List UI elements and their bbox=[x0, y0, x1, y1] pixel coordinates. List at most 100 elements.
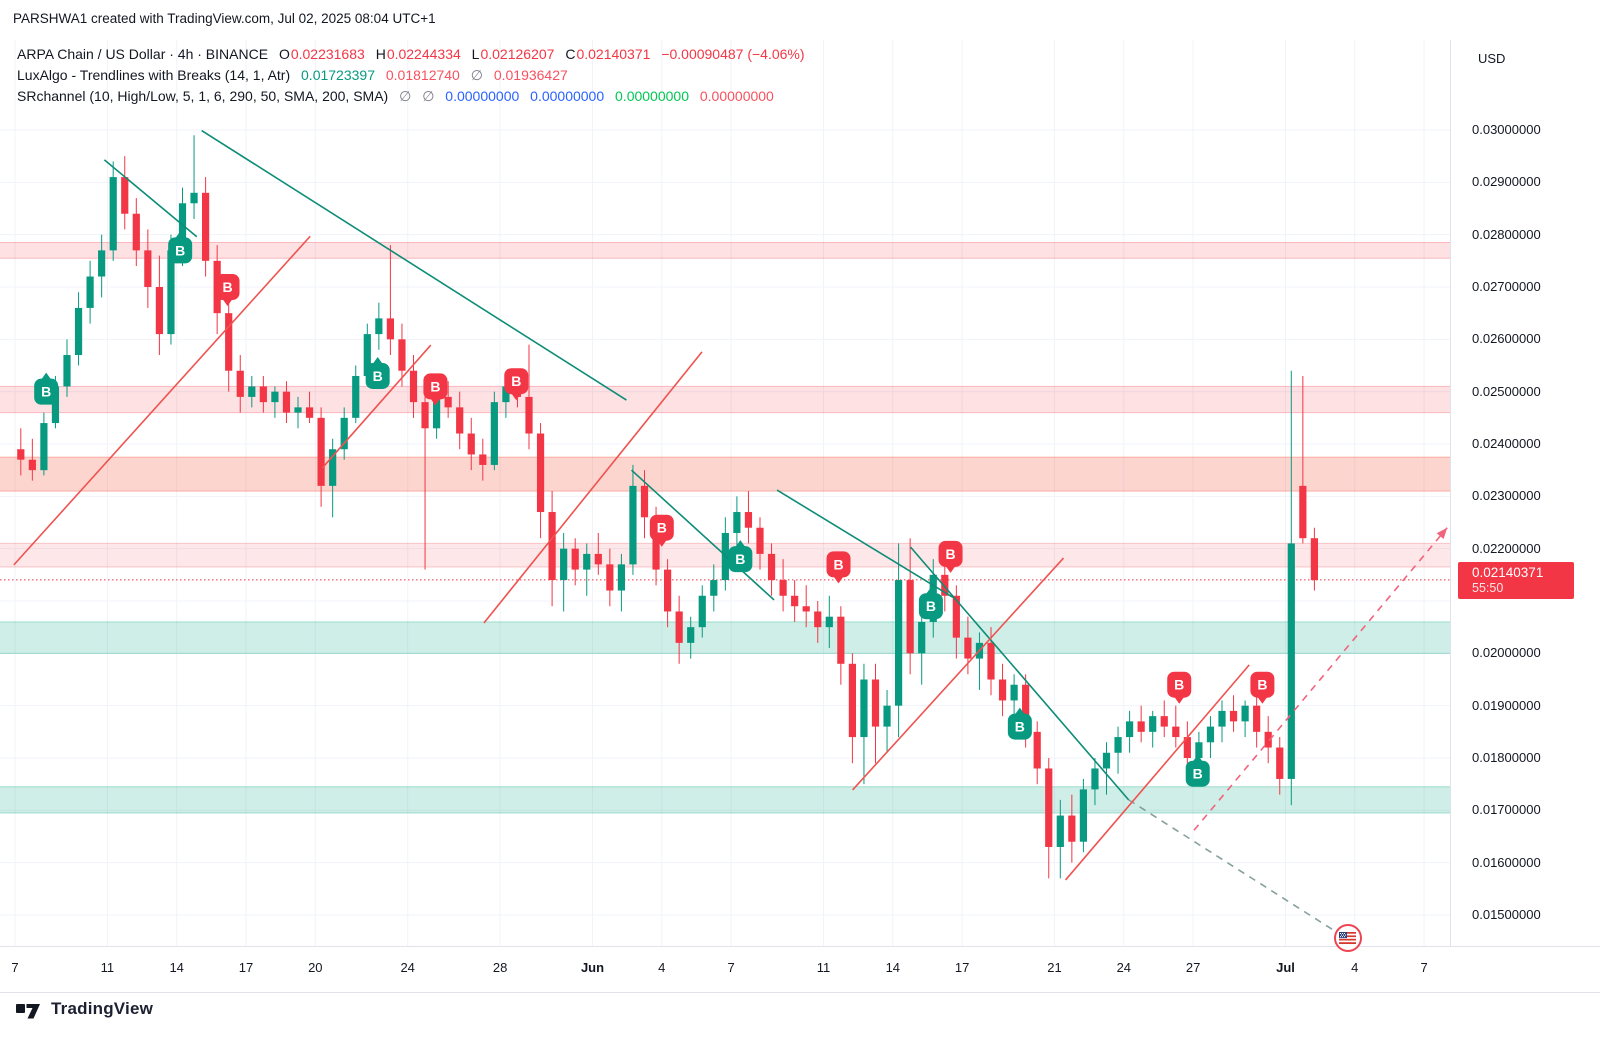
time-axis[interactable]: 7 11 14 17 20 24 28 Jun 4 7 11 14 17 21 24 27 Jul 4 7 bbox=[0, 947, 1450, 992]
buy-signal-marker: B bbox=[365, 356, 390, 389]
svg-text:B: B bbox=[1015, 719, 1025, 735]
svg-text:B: B bbox=[41, 384, 51, 400]
us-flag-glyph bbox=[1339, 932, 1357, 945]
srchannel-value-1: 0.00000000 bbox=[445, 88, 520, 104]
red-trendline-dashed bbox=[1193, 527, 1448, 831]
buy-signal-marker: B bbox=[168, 231, 193, 264]
legend: ARPA Chain / US Dollar · 4h · BINANCE O0… bbox=[17, 44, 805, 107]
sr-band-res_strong bbox=[0, 457, 1450, 492]
sell-signal-marker: B bbox=[649, 514, 674, 547]
buy-signal-marker: B bbox=[1007, 707, 1032, 740]
time-axis-label: 4 bbox=[658, 960, 666, 975]
time-axis-label: 7 bbox=[1420, 960, 1428, 975]
time-axis-label: 11 bbox=[100, 960, 115, 975]
legend-row-srchannel[interactable]: SRchannel (10, High/Low, 5, 1, 6, 290, 5… bbox=[17, 86, 805, 107]
red-trendline bbox=[1064, 664, 1250, 881]
footer-separator bbox=[0, 992, 1600, 993]
time-axis-label: 11 bbox=[816, 960, 831, 975]
time-axis-label: 17 bbox=[238, 960, 254, 975]
candle-countdown: 55:50 bbox=[1472, 580, 1504, 595]
price-axis-label: 0.02600000 bbox=[1472, 331, 1541, 347]
sell-signal-marker: B bbox=[423, 373, 448, 406]
svg-text:B: B bbox=[222, 279, 232, 295]
price-axis-label: 0.01800000 bbox=[1472, 749, 1541, 765]
price-axis-label: 0.02700000 bbox=[1472, 278, 1541, 294]
time-axis-label: 20 bbox=[308, 960, 323, 975]
price-axis-label: 0.03000000 bbox=[1472, 122, 1541, 137]
time-axis-label: 17 bbox=[954, 960, 970, 975]
legend-row-luxalgo[interactable]: LuxAlgo - Trendlines with Breaks (14, 1,… bbox=[17, 65, 805, 86]
svg-text:B: B bbox=[945, 546, 955, 562]
time-axis-label: 14 bbox=[169, 960, 184, 975]
red-trendline bbox=[13, 235, 311, 566]
luxalgo-lower-value: 0.01812740 bbox=[385, 67, 460, 83]
sr-band-sup bbox=[0, 786, 1450, 813]
time-axis-label: 27 bbox=[1185, 960, 1201, 975]
attribution-text: PARSHWA1 created with TradingView.com, J… bbox=[13, 11, 436, 26]
tradingview-brand-text: TradingView bbox=[51, 999, 154, 1018]
time-axis-label: 7 bbox=[727, 960, 735, 975]
signal-markers: B B B B B B B B B B B B B B B bbox=[34, 231, 1275, 787]
buy-signal-marker: B bbox=[34, 372, 59, 405]
teal-trendline-dashed bbox=[1128, 799, 1343, 937]
srchannel-empty-2: ∅ bbox=[422, 88, 435, 104]
teal-trendline bbox=[909, 546, 1130, 801]
sell-signal-marker: B bbox=[826, 551, 851, 584]
ohlc-close-value: 0.02140371 bbox=[576, 46, 651, 62]
ohlc-high-label: H bbox=[375, 46, 386, 62]
time-axis-label: 28 bbox=[492, 960, 508, 975]
us-flag-marker-icon bbox=[1333, 924, 1362, 953]
current-price-value: 0.02140371 bbox=[1472, 564, 1544, 580]
srchannel-value-2: 0.00000000 bbox=[530, 88, 605, 104]
trendlines bbox=[13, 129, 1448, 937]
price-axis[interactable]: USD 0.02140371 55:50 0.03000000 0.0290000… bbox=[1451, 40, 1600, 946]
svg-text:B: B bbox=[833, 556, 843, 572]
price-axis-label: 0.01900000 bbox=[1472, 697, 1541, 713]
srchannel-empty-1: ∅ bbox=[399, 88, 412, 104]
svg-text:B: B bbox=[511, 373, 521, 389]
sell-signal-marker: B bbox=[1250, 671, 1275, 704]
time-axis-label: 21 bbox=[1047, 960, 1062, 975]
price-axis-label: 0.02400000 bbox=[1472, 435, 1541, 451]
time-axis-label: 7 bbox=[11, 960, 19, 975]
ohlc-open-value: 0.02231683 bbox=[290, 46, 365, 62]
time-axis-label: 14 bbox=[885, 960, 901, 975]
sr-band-sup bbox=[0, 621, 1450, 654]
chart-canvas[interactable]: B B B B B B B B B B B B B B B bbox=[0, 0, 1450, 1038]
teal-trendline bbox=[103, 159, 198, 238]
red-trendline bbox=[852, 557, 1065, 791]
tradingview-logo-icon bbox=[16, 1003, 40, 1018]
price-axis-label: 0.02300000 bbox=[1472, 488, 1541, 504]
svg-text:B: B bbox=[1193, 766, 1203, 782]
svg-text:B: B bbox=[735, 551, 745, 567]
tradingview-logo-link[interactable]: TradingView bbox=[16, 999, 153, 1019]
candles bbox=[17, 135, 1318, 879]
price-axis-label: 0.02000000 bbox=[1472, 645, 1541, 661]
red-trendline bbox=[321, 344, 432, 469]
price-change-value: −0.00090487 (−4.06%) bbox=[661, 46, 805, 62]
ohlc-low-value: 0.02126207 bbox=[480, 46, 555, 62]
srchannel-value-4: 0.00000000 bbox=[699, 88, 774, 104]
luxalgo-indicator-title: LuxAlgo - Trendlines with Breaks (14, 1,… bbox=[17, 67, 291, 83]
svg-text:B: B bbox=[926, 598, 936, 614]
currency-label: USD bbox=[1478, 51, 1506, 66]
srchannel-indicator-title: SRchannel (10, High/Low, 5, 1, 6, 290, 5… bbox=[17, 88, 389, 104]
sell-signal-marker: B bbox=[1167, 671, 1192, 704]
trendline-arrowhead-icon bbox=[1436, 527, 1448, 540]
time-axis-label: 24 bbox=[400, 960, 415, 975]
price-axis-border bbox=[1450, 40, 1451, 946]
buy-signal-marker: B bbox=[918, 587, 943, 620]
svg-text:B: B bbox=[430, 378, 440, 394]
teal-trendline bbox=[631, 469, 775, 601]
ohlc-high-value: 0.02244334 bbox=[386, 46, 461, 62]
ohlc-low-label: L bbox=[471, 46, 480, 62]
buy-signal-marker: B bbox=[728, 540, 753, 573]
legend-row-symbol[interactable]: ARPA Chain / US Dollar · 4h · BINANCE O0… bbox=[17, 44, 805, 65]
price-axis-label: 0.02800000 bbox=[1472, 226, 1541, 242]
price-axis-label: 0.01500000 bbox=[1472, 906, 1541, 922]
current-price-tag: 0.02140371 55:50 bbox=[1458, 561, 1574, 599]
price-axis-label: 0.01600000 bbox=[1472, 854, 1541, 870]
svg-text:B: B bbox=[373, 368, 383, 384]
svg-text:B: B bbox=[657, 520, 667, 536]
